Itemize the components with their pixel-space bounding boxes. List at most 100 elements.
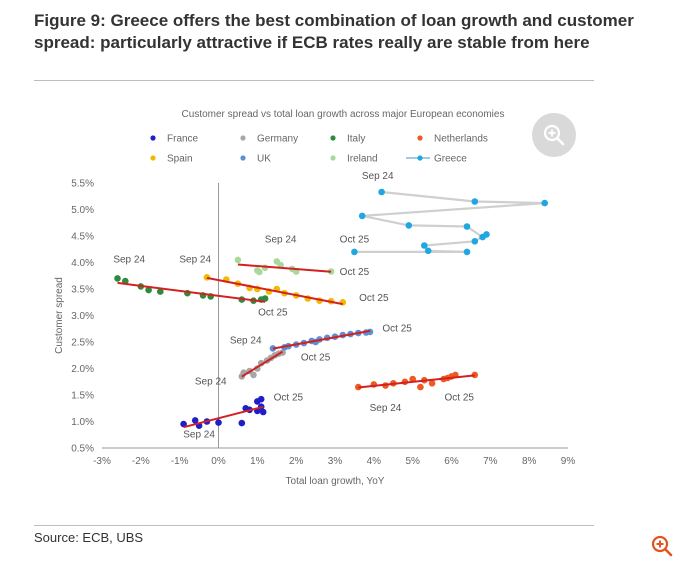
chart-title: Customer spread vs total loan growth acr… — [182, 109, 505, 120]
legend-label-italy: Italy — [347, 134, 365, 145]
x-tick-label: 0% — [211, 456, 226, 467]
x-tick-label: -3% — [93, 456, 111, 467]
point-greece — [424, 247, 432, 255]
point-ireland — [273, 258, 281, 265]
x-tick-label: 5% — [405, 456, 420, 467]
y-tick-label: 3.5% — [71, 285, 94, 296]
annotation-label: Oct 25 — [274, 392, 304, 403]
y-tick-label: 4.5% — [71, 232, 94, 243]
x-tick-label: 9% — [561, 456, 576, 467]
source-divider — [34, 525, 594, 526]
point-france — [257, 395, 265, 403]
legend-marker-uk — [240, 155, 246, 161]
trend-line-spain — [206, 276, 343, 306]
annotation-label: Oct 25 — [301, 353, 331, 364]
point-france — [238, 419, 246, 427]
point-italy — [145, 286, 152, 294]
legend-label-ireland: Ireland — [347, 154, 378, 165]
point-greece — [351, 248, 358, 256]
legend-label-netherlands: Netherlands — [434, 134, 488, 145]
y-tick-label: 3.0% — [71, 311, 94, 322]
point-greece — [471, 238, 479, 245]
trend-line-uk — [272, 329, 371, 350]
point-greece — [358, 212, 366, 220]
point-italy — [114, 275, 121, 282]
annotation-label: Oct 25 — [340, 267, 370, 278]
y-tick-label: 1.5% — [71, 391, 94, 402]
legend-label-greece: Greece — [434, 154, 467, 165]
y-axis-label: Customer spread — [54, 277, 65, 354]
trend-line-germany — [241, 350, 284, 378]
zoom-corner-button[interactable] — [650, 534, 674, 558]
figure-title: Figure 9: Greece offers the best combina… — [34, 11, 634, 52]
annotation-label: Sep 24 — [370, 403, 402, 414]
legend-marker-ireland — [330, 155, 336, 161]
annotation-label: Sep 24 — [265, 234, 297, 245]
x-tick-label: -1% — [171, 456, 189, 467]
x-tick-label: 4% — [367, 456, 382, 467]
legend-marker-greece — [417, 155, 423, 161]
legend-marker-netherlands — [417, 135, 423, 141]
point-italy — [157, 288, 164, 295]
point-netherlands — [428, 380, 436, 387]
legend-marker-france — [150, 135, 156, 141]
legend-marker-spain — [150, 155, 156, 161]
point-france — [259, 408, 267, 416]
trend-line-italy — [117, 281, 266, 303]
y-tick-label: 5.0% — [71, 205, 94, 216]
x-tick-label: 2% — [289, 456, 304, 467]
point-greece — [541, 199, 548, 207]
annotation-label: Oct 25 — [359, 293, 389, 304]
legend-label-germany: Germany — [257, 134, 298, 145]
y-tick-label: 4.0% — [71, 258, 94, 269]
greece-connecting-line — [354, 190, 545, 253]
y-tick-label: 2.5% — [71, 338, 94, 349]
point-netherlands — [417, 383, 424, 391]
y-tick-label: 5.5% — [71, 179, 94, 190]
x-tick-label: 1% — [250, 456, 265, 467]
point-spain — [203, 274, 211, 281]
point-greece — [471, 198, 479, 205]
legend-label-france: France — [167, 134, 199, 145]
trend-line-netherlands — [358, 374, 475, 389]
point-greece — [463, 223, 471, 230]
annotation-label: Sep 24 — [179, 255, 211, 266]
y-tick-label: 2.0% — [71, 364, 94, 375]
annotation-label: Oct 25 — [258, 308, 288, 319]
trend-line-ireland — [237, 263, 332, 273]
x-tick-label: 3% — [328, 456, 343, 467]
annotation-label: Oct 25 — [445, 392, 475, 403]
point-ireland — [234, 256, 242, 264]
legend-marker-italy — [330, 135, 336, 141]
legend-marker-germany — [240, 135, 246, 141]
title-divider — [34, 80, 594, 81]
point-greece — [405, 222, 413, 229]
annotation-label: Sep 24 — [230, 336, 262, 347]
point-france — [191, 417, 199, 424]
point-greece — [378, 188, 385, 196]
y-tick-label: 1.0% — [71, 417, 94, 428]
zoom-button[interactable] — [532, 113, 576, 157]
legend-label-uk: UK — [257, 154, 271, 165]
annotation-label: Sep 24 — [113, 255, 145, 266]
y-tick-label: 0.5% — [71, 444, 94, 455]
annotation-label: Sep 24 — [195, 376, 227, 387]
point-germany — [250, 371, 257, 379]
point-ireland — [255, 268, 263, 276]
zoom-in-icon — [651, 535, 673, 557]
point-italy — [261, 295, 269, 302]
legend-label-spain: Spain — [167, 154, 193, 165]
trend-line-france — [183, 405, 264, 429]
x-tick-label: 7% — [483, 456, 498, 467]
source-note: Source: ECB, UBS — [34, 530, 144, 545]
annotation-label: Sep 24 — [362, 171, 394, 182]
point-greece — [463, 248, 471, 256]
annotation-label: Oct 25 — [382, 323, 412, 334]
point-greece — [483, 231, 490, 238]
x-axis-label: Total loan growth, YoY — [286, 476, 385, 487]
point-greece — [421, 242, 428, 249]
x-tick-label: 8% — [522, 456, 537, 467]
annotation-label: Sep 24 — [183, 429, 215, 440]
annotation-label: Oct 25 — [340, 234, 370, 245]
